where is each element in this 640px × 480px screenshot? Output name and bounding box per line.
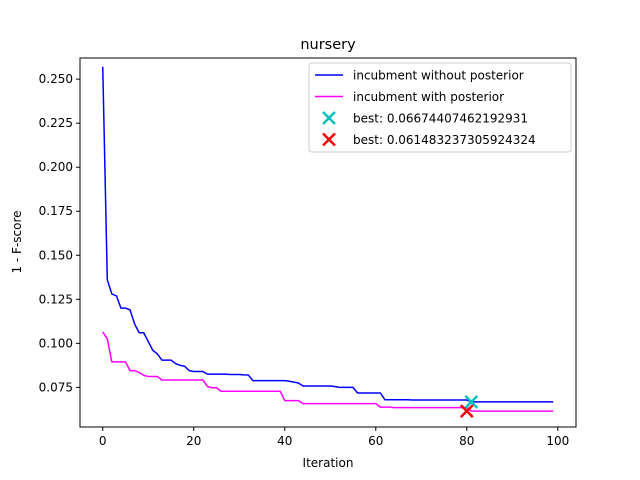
- legend-label-4: best: 0.061483237305924324: [353, 133, 536, 147]
- best-marker-2-stroke-b: [459, 404, 474, 419]
- y-tick-label: 0.150: [39, 248, 73, 262]
- y-axis-ticks: 0.075 0.100 0.125 0.150 0.175 0.200 0.225 0.250: [39, 72, 80, 394]
- y-axis-label: 1 - F-score: [10, 210, 24, 273]
- legend-label-1: incubment without posterior: [353, 69, 524, 83]
- legend-marker-swatch-3: [322, 111, 336, 125]
- plot-area: [102, 66, 554, 419]
- x-tick-label: 20: [186, 434, 201, 448]
- series-line-1: [102, 66, 554, 403]
- x-tick-label: 80: [459, 434, 474, 448]
- y-tick-label: 0.225: [39, 116, 73, 130]
- x-axis-ticks: 0 20 40 60 80 100: [99, 427, 569, 448]
- y-tick-label: 0.075: [39, 380, 73, 394]
- y-tick-label: 0.200: [39, 160, 73, 174]
- legend-label-2: incubment with posterior: [353, 90, 504, 104]
- series-line-2: [102, 331, 554, 412]
- legend-box: [308, 62, 572, 153]
- legend-marker-swatch-4: [322, 132, 336, 147]
- best-marker-2: [459, 404, 474, 419]
- chart-title: nursery: [300, 37, 356, 53]
- legend-marker-swatch-3-stroke-b: [322, 111, 336, 125]
- x-tick-label: 40: [277, 434, 292, 448]
- best-marker-1-stroke-b: [464, 395, 479, 409]
- x-tick-label: 100: [546, 434, 569, 448]
- x-axis-label: Iteration: [303, 456, 354, 470]
- legend: incubment without posterior incubment wit…: [308, 62, 572, 153]
- axes-frame: [79, 57, 577, 428]
- y-tick-label: 0.250: [39, 72, 73, 86]
- best-marker-1: [464, 395, 479, 409]
- x-tick-label: 0: [99, 434, 107, 448]
- legend-label-3: best: 0.06674407462192931: [353, 112, 528, 126]
- y-tick-label: 0.175: [39, 204, 73, 218]
- y-tick-label: 0.100: [39, 336, 73, 350]
- legend-marker-swatch-4-stroke-b: [322, 132, 336, 147]
- y-tick-label: 0.125: [39, 292, 73, 306]
- x-tick-label: 60: [368, 434, 383, 448]
